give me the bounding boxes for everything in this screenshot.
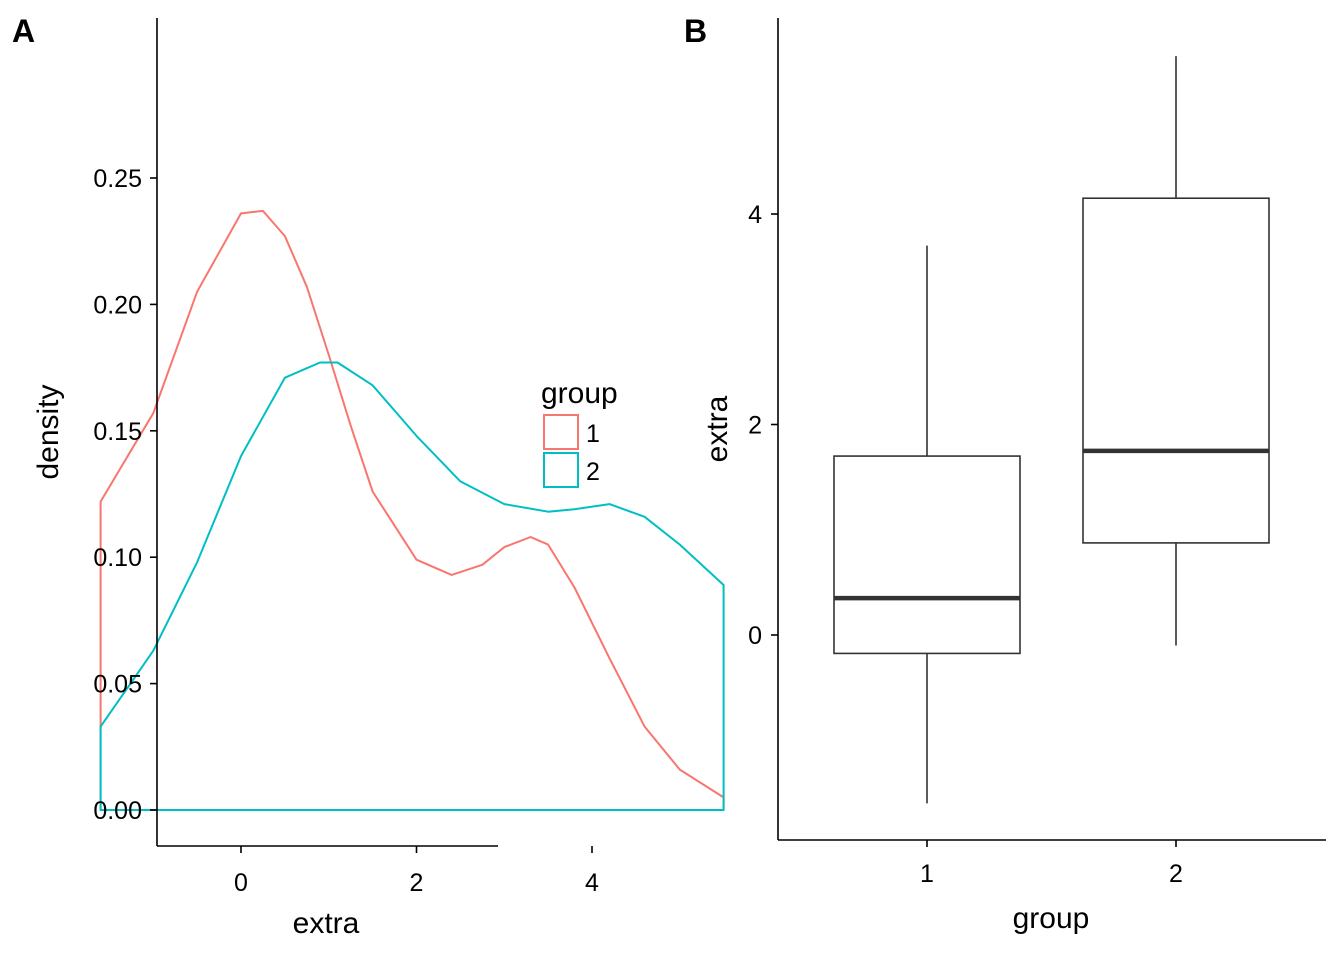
density-x-tick-label: 0	[234, 869, 248, 897]
panel-a-density: A 0.00 0.05 0.10 0.15 0.20 0.25 0 2 4 extra den…	[12, 13, 725, 940]
legend-title: group	[541, 377, 618, 410]
panel-b-tag: B	[684, 13, 707, 49]
legend-items: 12	[543, 414, 600, 488]
density-y-tick-label: 0.15	[93, 418, 142, 446]
panel-a-tag: A	[12, 13, 35, 49]
boxplot-y-ticks: 0 2 4	[748, 201, 778, 650]
density-y-tick-label: 0.10	[93, 544, 142, 572]
boxplot-y-axis-title: extra	[701, 395, 734, 462]
density-curve-1	[99, 209, 725, 811]
boxplot-y-tick-label: 2	[748, 412, 762, 440]
density-x-tick-label: 2	[410, 869, 424, 897]
density-x-tick-label: 4	[585, 869, 599, 897]
legend-label-2: 2	[586, 458, 600, 486]
boxplot-x-tick-label: 1	[920, 860, 934, 888]
density-y-tick-label: 0.20	[93, 291, 142, 319]
density-x-ticks: 0 2 4	[234, 846, 599, 897]
box	[1082, 197, 1270, 544]
density-y-tick-label: 0.00	[93, 797, 142, 825]
density-y-axis-title: density	[32, 384, 65, 479]
density-y-tick-label: 0.05	[93, 671, 142, 699]
density-y-tick-label: 0.25	[93, 165, 142, 193]
boxplot-x-axis-title: group	[1013, 902, 1090, 935]
legend-label-1: 1	[586, 420, 600, 448]
boxplot-y-tick-label: 4	[748, 201, 762, 229]
boxplot-x-tick-label: 2	[1169, 860, 1183, 888]
density-curves	[99, 209, 725, 811]
boxplots	[833, 56, 1270, 804]
boxplot-y-tick-label: 0	[748, 622, 762, 650]
box	[833, 455, 1021, 655]
legend-key-2	[543, 452, 579, 488]
legend: group 12	[541, 377, 618, 488]
density-x-axis-title: extra	[293, 907, 360, 940]
legend-key-1	[543, 414, 579, 450]
boxplot-group-1	[833, 245, 1021, 804]
boxplot-group-2	[1082, 56, 1270, 646]
density-curve-2	[99, 361, 725, 811]
density-y-ticks: 0.00 0.05 0.10 0.15 0.20 0.25	[93, 165, 157, 825]
